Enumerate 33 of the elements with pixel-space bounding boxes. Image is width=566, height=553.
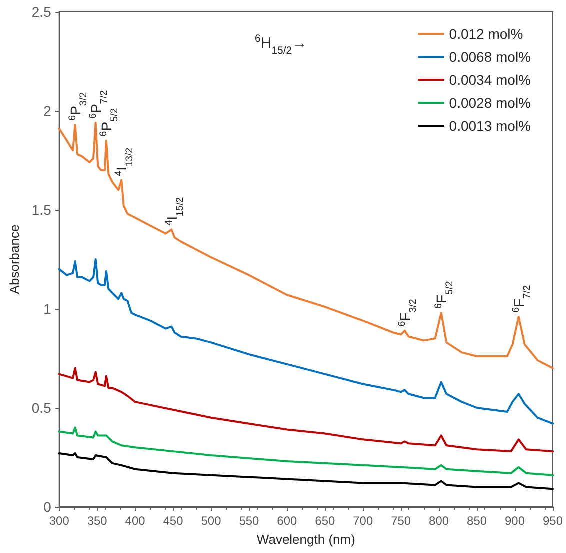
line-series	[58, 367, 554, 453]
x-tick-label: 950	[542, 514, 564, 528]
x-tick-label: 750	[391, 514, 412, 528]
x-tick-label: 850	[467, 514, 488, 528]
y-tick-label: 1.5	[32, 202, 52, 218]
line-series	[58, 452, 554, 490]
x-axis-title: Wavelength (nm)	[256, 532, 356, 547]
annotation: $^{6}$H$_{15/2}$→	[255, 33, 308, 57]
legend-label: 0.0028 mol%	[449, 95, 531, 111]
line-series	[58, 122, 554, 370]
y-axis-title: Absorbance	[7, 224, 22, 294]
x-tick-label: 450	[163, 514, 184, 528]
x-tick-label: 600	[277, 514, 298, 528]
x-tick-label: 300	[49, 514, 70, 528]
x-tick-label: 350	[87, 514, 108, 528]
x-tick-label: 550	[239, 514, 260, 528]
legend-label: 0.0013 mol%	[449, 118, 531, 134]
x-tick-label: 400	[125, 514, 146, 528]
line-series	[58, 426, 554, 476]
y-tick-label: 1	[44, 301, 52, 317]
x-tick-label: 800	[429, 514, 450, 528]
y-tick-label: 2.5	[32, 4, 52, 20]
x-tick-label: 700	[353, 514, 374, 528]
y-tick-label: 0	[44, 499, 52, 515]
x-tick-label: 900	[505, 514, 526, 528]
line-series	[58, 258, 554, 425]
legend-label: 0.0034 mol%	[449, 72, 531, 88]
y-tick-label: 0.5	[32, 400, 52, 416]
y-tick-label: 2	[44, 103, 52, 119]
legend-label: 0.0068 mol%	[449, 49, 531, 65]
x-tick-label: 650	[315, 514, 336, 528]
x-tick-label: 500	[201, 514, 222, 528]
legend-label: 0.012 mol%	[449, 26, 524, 42]
